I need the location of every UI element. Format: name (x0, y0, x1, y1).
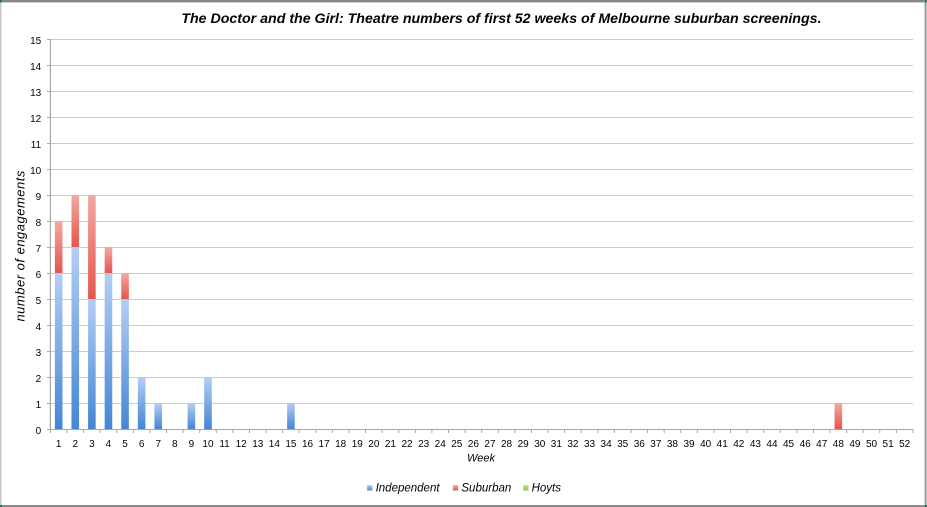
svg-text:Hoyts: Hoyts (532, 483, 562, 495)
svg-text:2: 2 (36, 374, 42, 385)
svg-text:32: 32 (567, 439, 579, 450)
svg-text:number of engagements: number of engagements (12, 170, 27, 321)
svg-text:1: 1 (56, 439, 62, 450)
svg-text:37: 37 (650, 439, 662, 450)
svg-text:9: 9 (189, 439, 195, 450)
svg-text:35: 35 (617, 439, 629, 450)
svg-text:Suburban: Suburban (461, 483, 511, 495)
svg-text:The Doctor and the Girl: Theat: The Doctor and the Girl: Theatre numbers… (181, 11, 821, 27)
svg-text:3: 3 (36, 348, 42, 359)
svg-text:5: 5 (122, 439, 128, 450)
svg-text:25: 25 (451, 439, 463, 450)
svg-text:28: 28 (501, 439, 513, 450)
svg-text:31: 31 (551, 439, 563, 450)
svg-text:4: 4 (106, 439, 112, 450)
svg-text:50: 50 (866, 439, 878, 450)
svg-text:39: 39 (683, 439, 695, 450)
svg-text:6: 6 (139, 439, 145, 450)
svg-text:45: 45 (783, 439, 795, 450)
svg-text:23: 23 (418, 439, 430, 450)
svg-text:47: 47 (816, 439, 828, 450)
svg-text:7: 7 (36, 244, 42, 255)
svg-text:Week: Week (467, 453, 495, 465)
svg-text:12: 12 (236, 439, 248, 450)
svg-text:14: 14 (269, 439, 281, 450)
svg-text:14: 14 (30, 62, 42, 73)
svg-text:33: 33 (584, 439, 596, 450)
svg-text:13: 13 (30, 88, 42, 99)
svg-text:8: 8 (36, 218, 42, 229)
svg-text:3: 3 (89, 439, 95, 450)
svg-text:15: 15 (30, 36, 42, 47)
svg-text:17: 17 (319, 439, 331, 450)
svg-text:26: 26 (468, 439, 480, 450)
svg-text:20: 20 (368, 439, 380, 450)
svg-text:12: 12 (30, 114, 42, 125)
svg-text:36: 36 (634, 439, 646, 450)
svg-text:27: 27 (484, 439, 496, 450)
svg-text:11: 11 (31, 140, 42, 151)
svg-text:51: 51 (883, 439, 895, 450)
svg-text:52: 52 (899, 439, 911, 450)
svg-text:19: 19 (352, 439, 364, 450)
svg-text:11: 11 (219, 439, 230, 450)
svg-text:46: 46 (800, 439, 812, 450)
svg-text:1: 1 (36, 400, 42, 411)
svg-text:42: 42 (733, 439, 745, 450)
svg-text:49: 49 (849, 439, 861, 450)
svg-text:8: 8 (172, 439, 178, 450)
svg-text:7: 7 (155, 439, 161, 450)
svg-text:43: 43 (750, 439, 762, 450)
svg-text:Independent: Independent (376, 483, 441, 495)
svg-text:29: 29 (518, 439, 530, 450)
svg-text:2: 2 (72, 439, 78, 450)
svg-text:18: 18 (335, 439, 347, 450)
svg-text:10: 10 (202, 439, 214, 450)
svg-text:30: 30 (534, 439, 546, 450)
svg-text:13: 13 (252, 439, 264, 450)
svg-text:22: 22 (401, 439, 413, 450)
svg-text:4: 4 (36, 322, 42, 333)
svg-text:0: 0 (36, 426, 42, 437)
svg-text:34: 34 (601, 439, 613, 450)
svg-text:38: 38 (667, 439, 679, 450)
svg-text:41: 41 (717, 439, 729, 450)
svg-text:40: 40 (700, 439, 712, 450)
svg-text:5: 5 (36, 296, 42, 307)
svg-text:21: 21 (385, 439, 397, 450)
svg-text:6: 6 (36, 270, 42, 281)
svg-text:9: 9 (36, 192, 42, 203)
svg-text:48: 48 (833, 439, 845, 450)
svg-text:10: 10 (30, 166, 42, 177)
svg-text:15: 15 (285, 439, 297, 450)
svg-text:44: 44 (766, 439, 778, 450)
svg-text:16: 16 (302, 439, 314, 450)
svg-text:24: 24 (435, 439, 447, 450)
